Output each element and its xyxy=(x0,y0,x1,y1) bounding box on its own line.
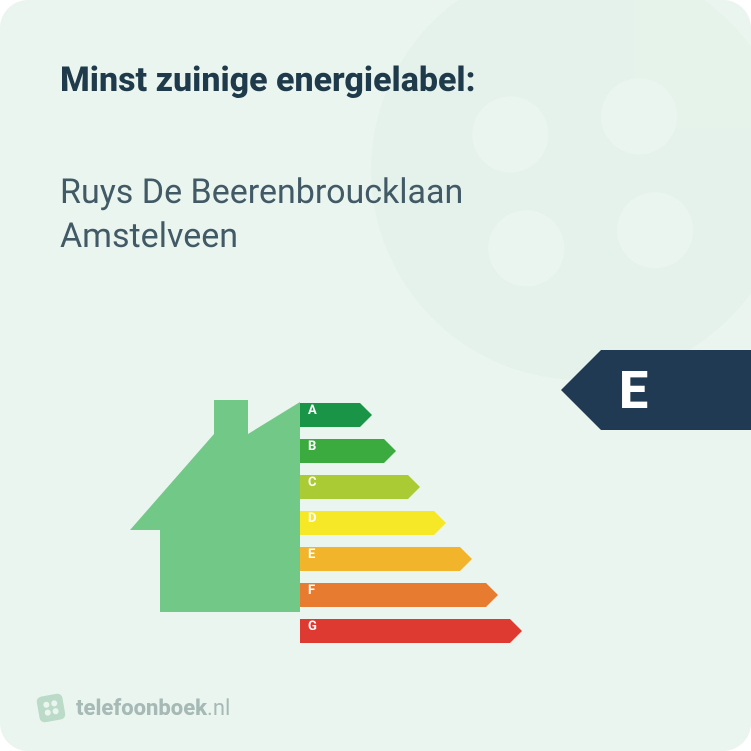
indicator-arrow-icon xyxy=(561,350,601,430)
chevron-right-icon xyxy=(486,583,498,607)
energy-bar-label: A xyxy=(308,403,317,418)
energy-bar-a: A xyxy=(300,400,522,430)
energy-bar-f: F xyxy=(300,580,522,610)
energy-bar-c: C xyxy=(300,472,522,502)
energy-bars: A B C D E F G xyxy=(300,400,522,652)
chevron-right-icon xyxy=(460,547,472,571)
energy-bar-d: D xyxy=(300,508,522,538)
selected-label-indicator: E xyxy=(561,350,751,430)
energy-bar-b: B xyxy=(300,436,522,466)
energy-bar-body xyxy=(300,619,510,643)
brand-logo-icon xyxy=(34,691,69,726)
energy-bar-body xyxy=(300,511,434,535)
energy-bar-label: E xyxy=(308,547,315,562)
energy-bar-g: G xyxy=(300,616,522,646)
address-block: Ruys De Beerenbroucklaan Amstelveen xyxy=(60,170,691,258)
energy-bar-e: E xyxy=(300,544,522,574)
chevron-right-icon xyxy=(384,439,396,463)
energy-bar-label: D xyxy=(308,511,316,526)
brand-name-bold: telefoonboek xyxy=(76,696,207,721)
chevron-right-icon xyxy=(510,619,522,643)
energy-bar-label: G xyxy=(308,619,317,634)
energy-bar-label: B xyxy=(308,439,316,454)
energy-bar-body xyxy=(300,583,486,607)
footer-brand: telefoonboek.nl xyxy=(36,693,230,723)
house-icon xyxy=(120,380,300,620)
brand-tld: .nl xyxy=(207,696,230,721)
energy-bar-body xyxy=(300,547,460,571)
energy-bar-label: C xyxy=(308,475,317,490)
page-title: Minst zuinige energielabel: xyxy=(60,60,691,100)
address-city: Amstelveen xyxy=(60,214,691,258)
indicator-letter: E xyxy=(619,360,648,421)
info-card: Minst zuinige energielabel: Ruys De Beer… xyxy=(0,0,751,751)
brand-text: telefoonboek.nl xyxy=(76,696,230,721)
indicator-body: E xyxy=(601,350,751,430)
chevron-right-icon xyxy=(360,403,372,427)
address-street: Ruys De Beerenbroucklaan xyxy=(60,170,691,214)
energy-bar-label: F xyxy=(308,583,315,598)
chevron-right-icon xyxy=(434,511,446,535)
chevron-right-icon xyxy=(408,475,420,499)
